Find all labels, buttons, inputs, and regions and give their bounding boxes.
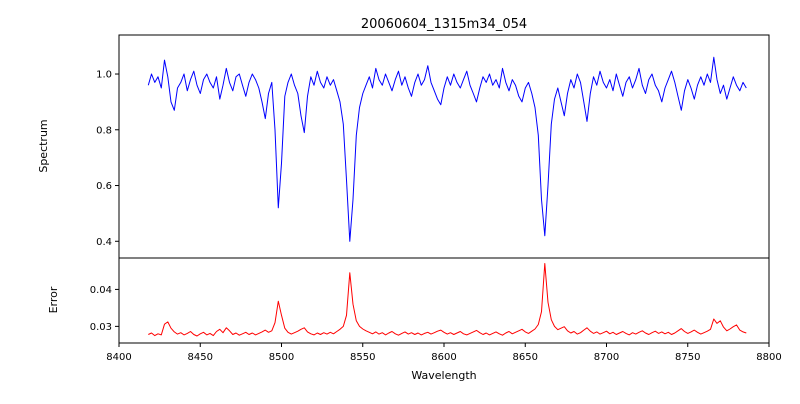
plot-area: 0.4 0.6 0.8 1.0 0.03 0.04 8400 8450 8500 8550 8600… <box>90 34 782 363</box>
spectrum-axis-label: Spectrum <box>37 119 50 172</box>
spectrum-line <box>147 56 747 242</box>
spectrum-y-tick-label: 0.4 <box>96 237 112 248</box>
x-tick-label: 8700 <box>594 352 619 363</box>
x-tick-label: 8450 <box>188 352 213 363</box>
wavelength-axis-label: Wavelength <box>411 369 476 382</box>
error-y-tick-label: 0.03 <box>90 322 112 333</box>
error-panel-border <box>118 257 770 344</box>
x-tick-label: 8550 <box>350 352 375 363</box>
spectrum-panel-border <box>118 34 770 259</box>
error-line <box>148 263 747 337</box>
x-tick-label: 8600 <box>431 352 456 363</box>
spectrum-y-tick-label: 0.6 <box>96 181 112 192</box>
x-tick-label: 8750 <box>675 352 700 363</box>
x-tick-label: 8400 <box>106 352 131 363</box>
x-tick-label: 8500 <box>269 352 294 363</box>
error-y-tick-label: 0.04 <box>90 285 112 296</box>
spectrum-y-tick-label: 0.8 <box>96 125 112 136</box>
chart-title: 20060604_1315m34_054 <box>361 17 527 32</box>
x-tick-label: 8800 <box>756 352 781 363</box>
spectrum-y-tick-label: 1.0 <box>96 70 112 81</box>
x-tick-label: 8650 <box>513 352 538 363</box>
error-axis-label: Error <box>47 286 60 313</box>
